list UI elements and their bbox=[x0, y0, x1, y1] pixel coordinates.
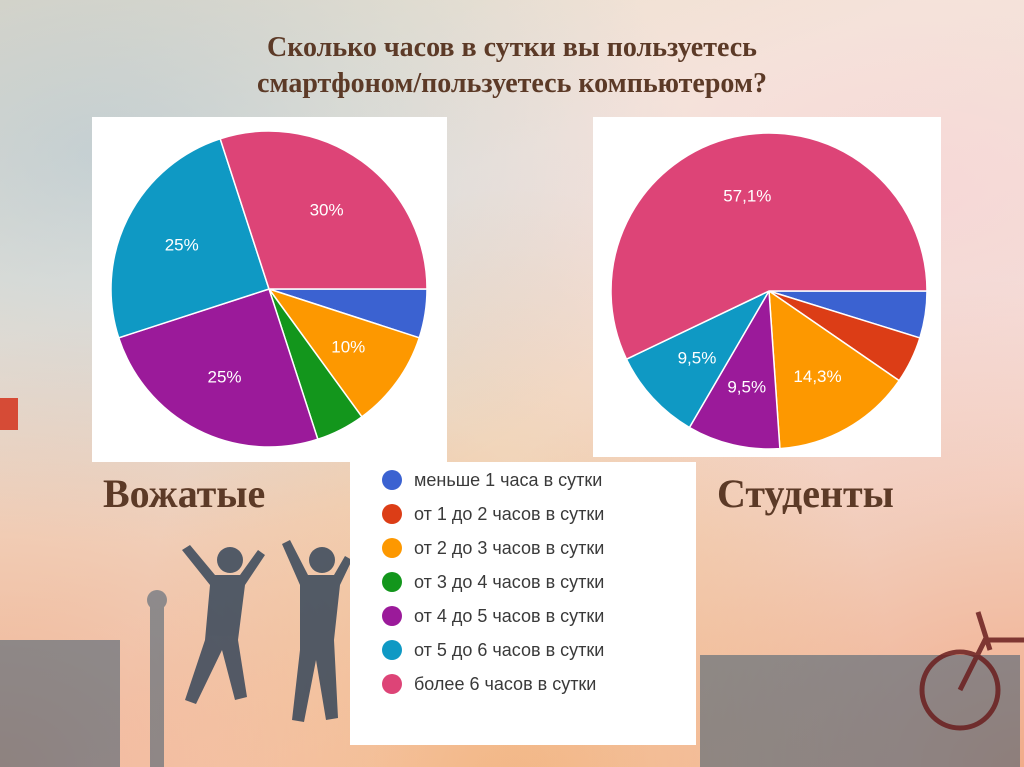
pie-panel-students: 14,3% 9,5% 9,5% 57,1% bbox=[593, 117, 941, 457]
legend-color-dot bbox=[382, 538, 402, 558]
legend-label: от 3 до 4 часов в сутки bbox=[414, 571, 605, 592]
legend-label: более 6 часов в сутки bbox=[414, 673, 597, 694]
legend-label: от 4 до 5 часов в сутки bbox=[414, 605, 605, 626]
slice-data-label: 57,1% bbox=[723, 186, 771, 205]
pie-chart-students: 14,3% 9,5% 9,5% 57,1% bbox=[610, 132, 928, 450]
legend-label: от 2 до 3 часов в сутки bbox=[414, 537, 605, 558]
legend-color-dot bbox=[382, 504, 402, 524]
pie-panel-counselors: 10% 25% 25% 30% bbox=[92, 117, 447, 462]
label-counselors: Вожатые bbox=[103, 471, 266, 516]
page-title-line2: смартфоном/пользуетесь компьютером? bbox=[257, 68, 767, 99]
page-title-line1: Сколько часов в сутки вы пользуетесь bbox=[267, 32, 757, 63]
slice-data-label: 25% bbox=[165, 236, 199, 255]
slice-data-label: 9,5% bbox=[678, 348, 717, 367]
label-students: Студенты bbox=[717, 471, 894, 516]
legend-color-dot bbox=[382, 606, 402, 626]
legend-item: более 6 часов в сутки bbox=[382, 672, 596, 696]
legend-item: меньше 1 часа в сутки bbox=[382, 468, 602, 492]
legend-label: меньше 1 часа в сутки bbox=[414, 469, 603, 490]
pie-slice bbox=[110, 137, 270, 339]
slice-data-label: 9,5% bbox=[727, 377, 766, 396]
legend-item: от 2 до 3 часов в сутки bbox=[382, 536, 604, 560]
page-title: Сколько часов в сутки вы пользуетесь сма… bbox=[0, 30, 1024, 102]
pie-slice bbox=[267, 287, 421, 418]
chart-legend: меньше 1 часа в сутки от 1 до 2 часов в с… bbox=[350, 462, 696, 745]
legend-item: от 4 до 5 часов в сутки bbox=[382, 604, 604, 628]
legend-label: от 5 до 6 часов в сутки bbox=[414, 639, 605, 660]
legend-color-dot bbox=[382, 572, 402, 592]
legend-item: от 1 до 2 часов в сутки bbox=[382, 502, 604, 526]
pie-slice bbox=[688, 288, 781, 450]
pie-slice bbox=[219, 130, 428, 290]
slice-data-label: 14,3% bbox=[793, 367, 841, 386]
pie-slice bbox=[768, 289, 901, 450]
legend-item: от 3 до 4 часов в сутки bbox=[382, 570, 604, 594]
slice-data-label: 30% bbox=[310, 201, 344, 220]
slice-data-label: 25% bbox=[208, 367, 242, 386]
legend-item: от 5 до 6 часов в сутки bbox=[382, 638, 604, 662]
legend-color-dot bbox=[382, 640, 402, 660]
pie-slice bbox=[117, 288, 319, 448]
pie-slice bbox=[625, 289, 771, 429]
legend-color-dot bbox=[382, 470, 402, 490]
pie-chart-counselors: 10% 25% 25% 30% bbox=[110, 130, 428, 448]
legend-color-dot bbox=[382, 674, 402, 694]
legend-label: от 1 до 2 часов в сутки bbox=[414, 503, 605, 524]
pie-slice bbox=[610, 132, 928, 361]
slice-data-label: 10% bbox=[331, 338, 365, 357]
